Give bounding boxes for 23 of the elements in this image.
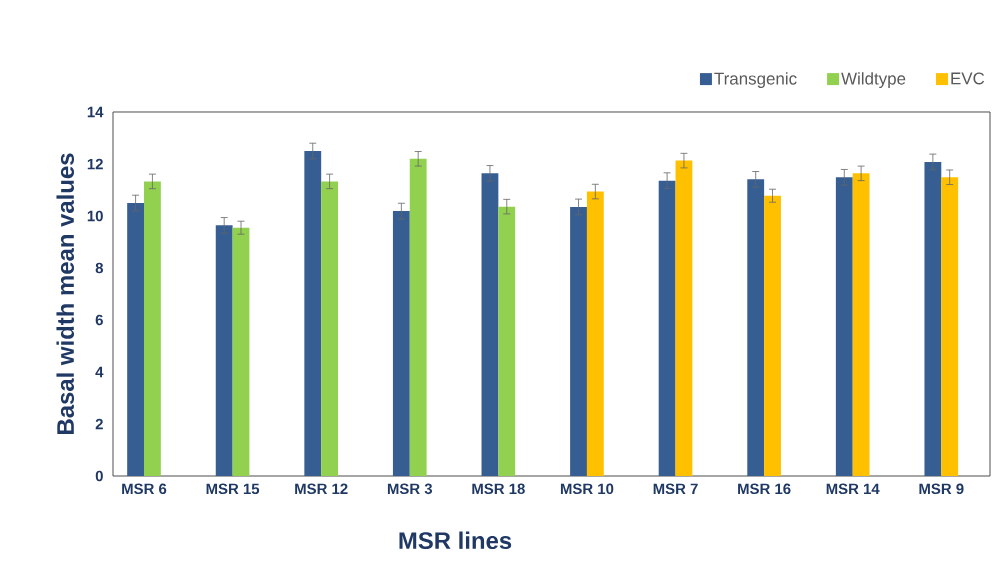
x-tick-label: MSR 10 xyxy=(560,483,614,495)
x-axis-title: MSR lines xyxy=(399,531,512,550)
x-tick-label: MSR 15 xyxy=(206,483,260,495)
legend-label: Transgenic xyxy=(714,72,797,88)
y-tick-label: 8 xyxy=(95,262,104,274)
x-tick-label: MSR 12 xyxy=(295,483,348,495)
x-tick-label: MSR 14 xyxy=(826,483,880,495)
x-tick-label: MSR 16 xyxy=(738,483,791,495)
legend-label: Wildtype xyxy=(841,72,906,88)
x-tick-label: MSR 6 xyxy=(122,483,167,495)
y-tick-label: 0 xyxy=(95,470,103,482)
y-tick-label: 4 xyxy=(95,366,104,378)
x-tick-label: MSR 9 xyxy=(919,483,964,495)
y-tick-label: 14 xyxy=(87,106,104,118)
x-tick-label: MSR 7 xyxy=(653,483,698,495)
x-tick-label: MSR 3 xyxy=(387,483,433,495)
y-tick-label: 10 xyxy=(87,210,103,222)
legend-label: EVC xyxy=(951,72,985,85)
y-axis-title: Basal width mean values xyxy=(56,153,75,434)
y-tick-label: 12 xyxy=(87,158,103,170)
x-tick-label: MSR 18 xyxy=(472,483,525,495)
y-tick-label: 6 xyxy=(95,314,103,326)
y-tick-label: 2 xyxy=(95,418,103,430)
